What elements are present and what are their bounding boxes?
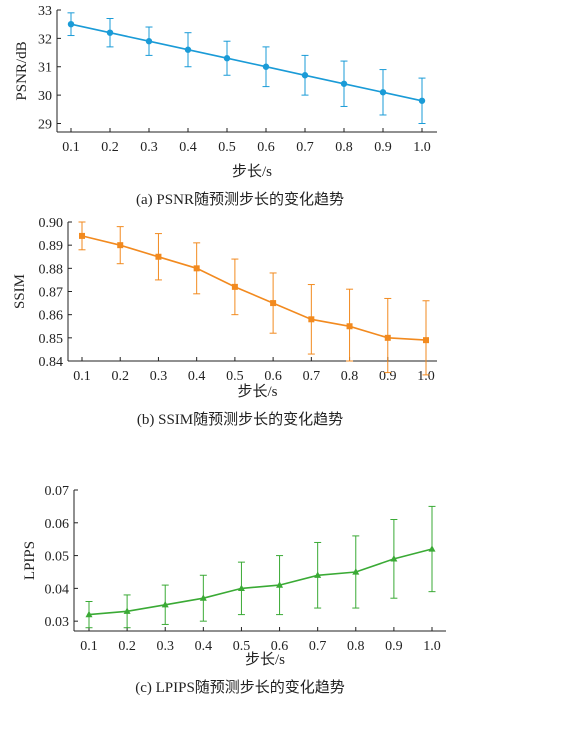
data-point xyxy=(231,283,238,290)
y-tick-label: 0.04 xyxy=(45,582,70,597)
x-tick-label: 1.0 xyxy=(423,639,441,654)
y-tick-label: 0.86 xyxy=(39,309,64,324)
y-tick-label: 33 xyxy=(38,4,52,19)
x-tick-label: 0.6 xyxy=(264,369,282,384)
figure-caption: (a) PSNR随预测步长的变化趋势 xyxy=(136,191,344,208)
y-tick-label: 31 xyxy=(38,61,52,76)
x-tick-label: 0.3 xyxy=(150,369,168,384)
data-point xyxy=(390,555,398,562)
x-tick-label: 0.1 xyxy=(73,369,91,384)
x-tick-label: 0.5 xyxy=(233,639,251,654)
data-point xyxy=(237,584,245,591)
x-tick-label: 0.2 xyxy=(118,639,136,654)
y-tick-label: 32 xyxy=(38,32,52,47)
y-tick-label: 0.06 xyxy=(45,517,70,532)
x-tick-label: 0.7 xyxy=(309,639,327,654)
ssim-panel: 0.90 0.89 0.88 0.87 0.86 0.85 0.84 0.1 0.2 0.3 0.4… xyxy=(12,216,437,428)
x-axis-label: 步长/s xyxy=(232,163,272,180)
y-tick-label: 0.89 xyxy=(39,239,64,254)
data-point xyxy=(117,242,124,249)
data-point xyxy=(308,316,315,323)
x-axis-label: 步长/s xyxy=(237,383,277,400)
x-tick-label: 0.1 xyxy=(62,140,80,155)
y-tick-label: 0.84 xyxy=(39,355,64,370)
series-line xyxy=(70,23,423,102)
data-point xyxy=(145,38,153,45)
y-tick-label: 0.03 xyxy=(45,615,70,630)
x-tick-label: 0.4 xyxy=(188,369,206,384)
data-point xyxy=(79,232,85,239)
figure-caption: (b) SSIM随预测步长的变化趋势 xyxy=(137,411,343,428)
data-point xyxy=(346,323,353,330)
data-point xyxy=(262,63,270,70)
data-point xyxy=(184,46,192,53)
data-point xyxy=(67,20,75,28)
x-tick-label: 0.7 xyxy=(303,369,321,384)
x-tick-label: 0.6 xyxy=(271,639,289,654)
data-point xyxy=(85,610,93,618)
data-point xyxy=(384,334,391,341)
x-tick-label: 0.9 xyxy=(385,639,403,654)
data-point xyxy=(379,89,387,96)
data-point xyxy=(161,600,169,608)
x-tick-label: 0.2 xyxy=(101,140,119,155)
data-point xyxy=(223,55,231,62)
x-tick-label: 0.3 xyxy=(156,639,174,654)
x-tick-label: 1.0 xyxy=(413,140,431,155)
x-tick-label: 0.3 xyxy=(140,140,158,155)
x-tick-label: 0.4 xyxy=(195,639,213,654)
x-tick-label: 0.5 xyxy=(226,369,244,384)
data-point xyxy=(340,80,348,87)
y-tick-label: 0.90 xyxy=(39,216,64,231)
x-tick-label: 0.4 xyxy=(179,140,197,155)
data-point xyxy=(199,594,207,601)
data-point xyxy=(193,265,200,272)
x-tick-label: 0.6 xyxy=(257,140,275,155)
x-tick-label: 0.8 xyxy=(347,639,365,654)
y-tick-label: 29 xyxy=(38,117,52,132)
data-point xyxy=(301,72,309,79)
y-tick-label: 0.05 xyxy=(45,550,70,565)
data-point xyxy=(155,253,162,260)
x-tick-label: 0.1 xyxy=(80,639,98,654)
x-tick-label: 0.9 xyxy=(374,140,392,155)
y-tick-label: 30 xyxy=(38,89,52,104)
psnr-panel: 33 32 31 30 29 0.1 0.2 0.3 0.4 0.5 0.6 0.7 0.8 0.9 1.0… xyxy=(14,4,437,208)
x-axis-label: 步长/s xyxy=(245,651,285,668)
figure-caption: (c) LPIPS随预测步长的变化趋势 xyxy=(135,679,345,696)
data-point xyxy=(314,571,322,578)
y-axis-label: PSNR/dB xyxy=(14,41,30,100)
x-tick-label: 0.8 xyxy=(341,369,359,384)
y-tick-label: 0.07 xyxy=(45,484,70,499)
y-axis-label: SSIM xyxy=(12,274,28,309)
series-line xyxy=(81,235,427,341)
x-tick-label: 0.5 xyxy=(218,140,236,155)
y-tick-label: 0.88 xyxy=(39,262,64,277)
data-point xyxy=(428,545,436,552)
data-point xyxy=(423,337,429,344)
data-point xyxy=(270,300,277,307)
y-axis-label: LPIPS xyxy=(22,541,38,580)
x-tick-label: 1.0 xyxy=(417,369,435,384)
data-point xyxy=(352,568,360,575)
data-point xyxy=(276,581,284,588)
series-line xyxy=(88,548,433,616)
x-tick-label: 0.9 xyxy=(379,369,397,384)
x-tick-label: 0.8 xyxy=(335,140,353,155)
data-point xyxy=(106,29,114,36)
data-point xyxy=(123,607,131,614)
y-tick-label: 0.87 xyxy=(39,286,64,301)
lpips-panel: 0.07 0.06 0.05 0.04 0.03 0.1 0.2 0.3 0.4 0.5 0.6 0.… xyxy=(22,484,446,696)
data-point xyxy=(418,97,426,104)
y-tick-label: 0.85 xyxy=(39,332,64,347)
x-tick-label: 0.7 xyxy=(296,140,314,155)
x-tick-label: 0.2 xyxy=(111,369,129,384)
